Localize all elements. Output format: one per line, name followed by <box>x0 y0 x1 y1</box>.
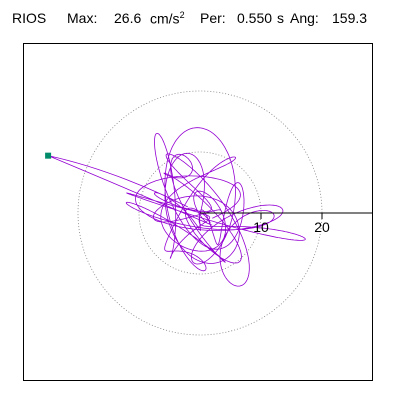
max-unit-text: cm/s <box>150 10 180 27</box>
chart-header: RIOS Max: 26.6 cm/s2 Per: 0.550 s Ang: 1… <box>12 10 397 34</box>
orbit-trace <box>47 127 306 287</box>
per-value: 0.550 <box>237 10 273 26</box>
ang-label: Ang: <box>290 10 319 26</box>
ring-label: 10 <box>253 219 269 235</box>
plot-frame <box>23 43 373 381</box>
max-unit-exponent: 2 <box>179 10 185 20</box>
ring-label: 20 <box>314 219 330 235</box>
axis-ticks <box>260 213 323 219</box>
max-unit: cm/s2 <box>150 10 185 27</box>
max-value: 26.6 <box>114 10 142 26</box>
per-label: Per: <box>200 10 226 26</box>
max-label: Max: <box>67 10 98 26</box>
ang-value: 159.3 <box>332 10 368 26</box>
per-unit: s <box>277 10 284 26</box>
ring-labels: 10 20 <box>253 219 330 235</box>
max-marker <box>45 152 52 159</box>
station-name: RIOS <box>12 10 47 26</box>
